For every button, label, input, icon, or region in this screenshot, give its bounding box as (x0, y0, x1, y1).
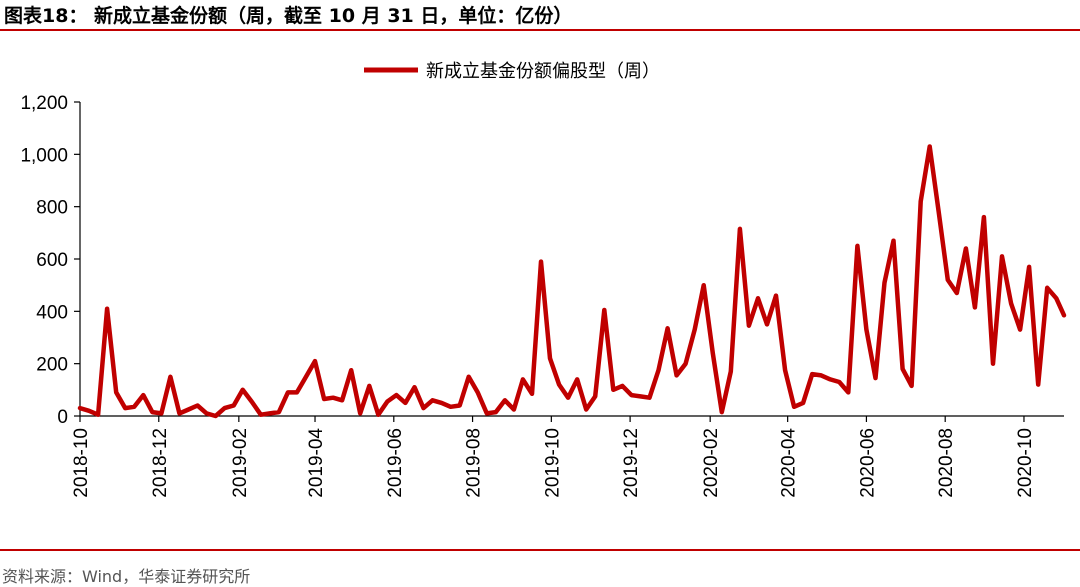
x-tick-label: 2018-12 (150, 428, 171, 498)
legend-label: 新成立基金份额偏股型（周） (426, 61, 660, 82)
x-tick-label: 2020-08 (936, 428, 957, 498)
y-tick-label: 800 (36, 198, 68, 219)
y-tick-label: 200 (36, 355, 68, 376)
x-tick-label: 2020-06 (857, 428, 878, 498)
x-tick-label: 2020-04 (779, 428, 800, 498)
y-tick-label: 1,000 (20, 145, 68, 166)
bottom-divider (0, 549, 1080, 551)
line-chart: 新成立基金份额偏股型（周） 0 200 400 600 800 1,000 1,200 201… (20, 61, 1067, 498)
figure-header: 图表18： 新成立基金份额（周，截至 10 月 31 日，单位：亿份） (0, 0, 1080, 30)
x-tick-label: 2018-10 (71, 428, 92, 498)
x-tick-label: 2019-02 (230, 428, 251, 498)
series-line (77, 144, 1067, 419)
x-tick-label: 2019-04 (306, 428, 327, 498)
y-tick-label: 600 (36, 250, 68, 271)
y-tick-label: 0 (57, 407, 68, 428)
y-tick-label: 400 (36, 302, 68, 323)
y-tick-label: 1,200 (20, 93, 68, 114)
x-tick-label: 2019-10 (542, 428, 563, 498)
x-tick-label: 2020-10 (1015, 428, 1036, 498)
chart-legend: 新成立基金份额偏股型（周） (364, 61, 660, 82)
x-tick-label: 2020-02 (701, 428, 722, 498)
source-note: 资料来源：Wind，华泰证券研究所 (2, 567, 251, 586)
x-tick-label: 2019-12 (621, 428, 642, 498)
x-tick-label: 2019-08 (464, 428, 485, 498)
top-divider (0, 29, 1080, 31)
figure-title: 图表18： 新成立基金份额（周，截至 10 月 31 日，单位：亿份） (4, 5, 573, 27)
x-tick-label: 2019-06 (385, 428, 406, 498)
